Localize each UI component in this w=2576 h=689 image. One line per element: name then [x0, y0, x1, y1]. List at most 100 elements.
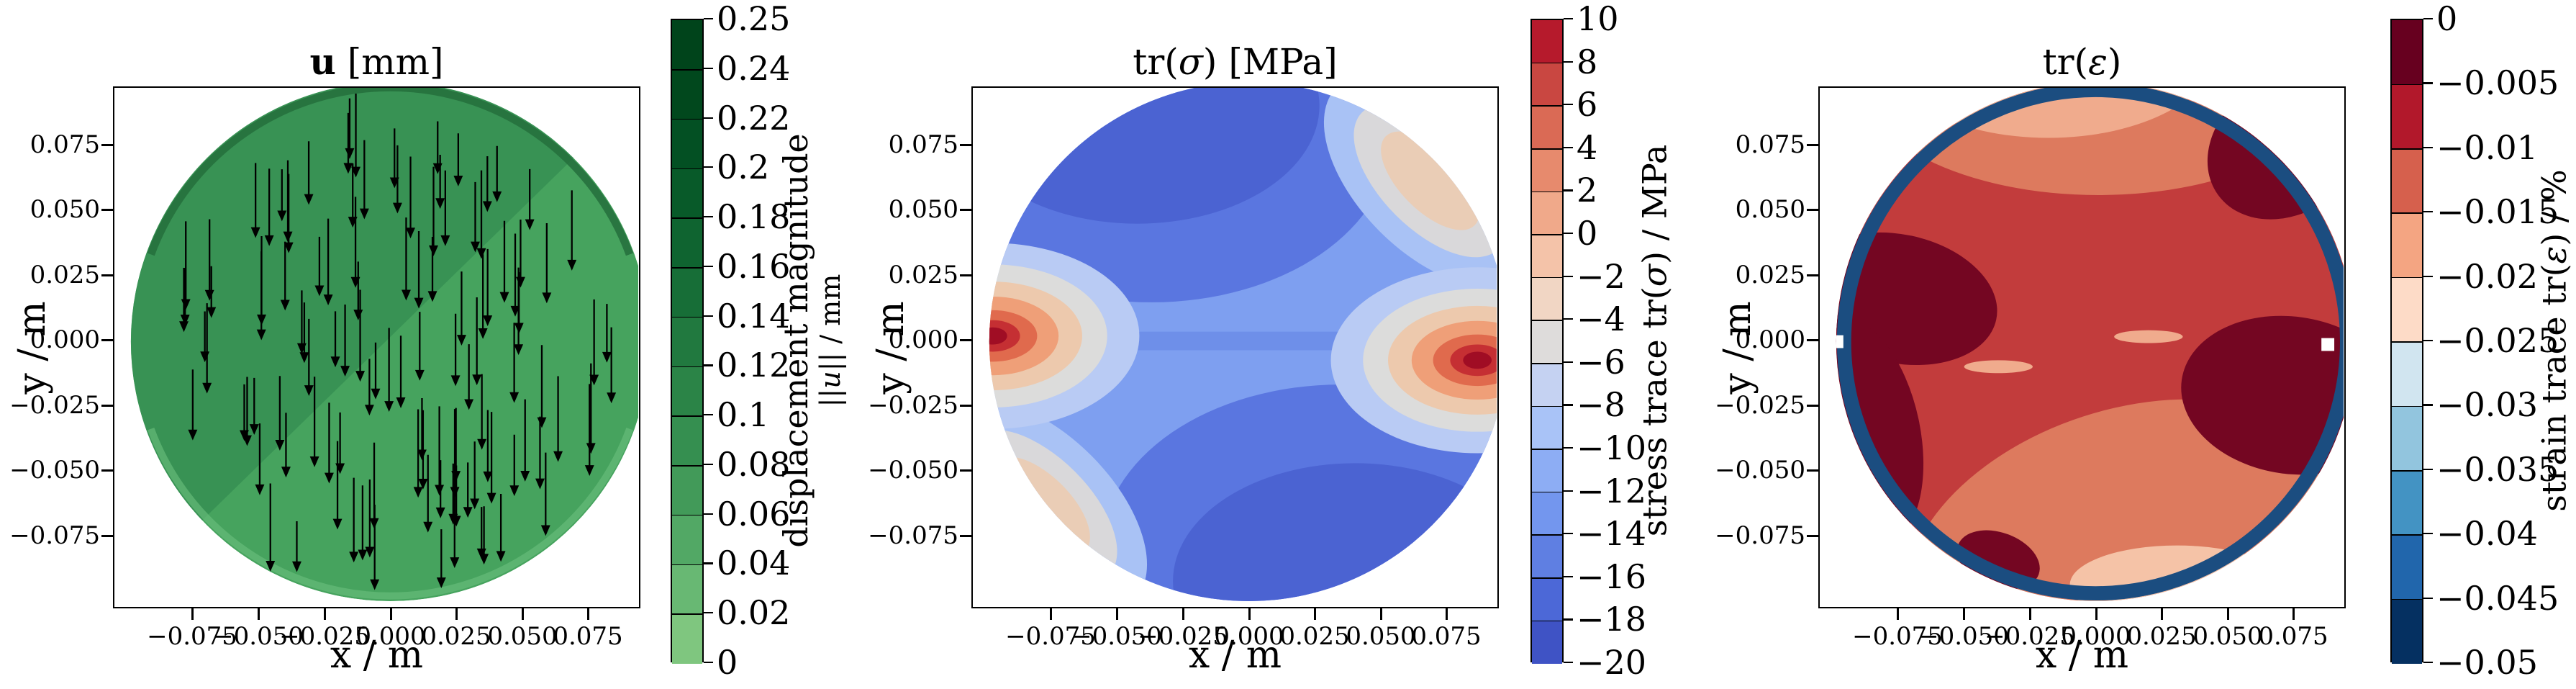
- quiver-arrow-head: [470, 498, 480, 510]
- quiver-arrow-head: [450, 375, 461, 387]
- x-tick-label: 0.000: [2061, 622, 2131, 651]
- colorbar-tick-mark: [1564, 189, 1573, 192]
- quiver-arrow-head: [324, 472, 334, 484]
- colorbar-tick-label: −10: [1577, 428, 1647, 467]
- x-tick-label: 0.075: [553, 622, 623, 651]
- colorbar-tick-label: 0.2: [717, 148, 770, 187]
- colorbar-displacement: 0.25 0.24 0.22 0.2 0.18 0.16 0.14 0.12 0.1 0.08 0.…: [671, 0, 872, 682]
- colorbar-tick-mark: [704, 414, 713, 416]
- quiver-arrow-head: [406, 228, 415, 239]
- colorbar-segment: [1532, 63, 1562, 107]
- colorbar-segment: [1532, 621, 1562, 664]
- colorbar-segment: [1532, 106, 1562, 149]
- y-tick-label: 0.025: [30, 261, 100, 289]
- colorbar-tick-label: 8: [1577, 42, 1598, 81]
- colorbar-tick-label: −4: [1577, 300, 1625, 339]
- quiver-arrow-head: [477, 438, 487, 450]
- colorbar-tick-mark: [1564, 104, 1573, 106]
- y-tick-mark: [1807, 274, 1820, 276]
- x-tick-mark: [1116, 607, 1118, 620]
- colorbar-boundary-line: [1532, 234, 1562, 235]
- colorbar-segment: [672, 416, 702, 466]
- colorbar-tick-mark: [704, 662, 713, 664]
- colorbar-tick-mark: [1564, 361, 1573, 363]
- colorbar-boundary-line: [2392, 148, 2422, 150]
- quiver-arrow-head: [281, 467, 291, 478]
- colorbar-tick-label: 0: [1577, 214, 1598, 253]
- quiver-arrow-head: [323, 294, 333, 306]
- colorbar-segment: [672, 119, 702, 169]
- quiver-arrow-head: [607, 392, 617, 404]
- quiver-arrow-head: [365, 546, 375, 558]
- colorbar-tick-label: −0.01: [2436, 127, 2538, 167]
- colorbar-boundary-line: [2392, 341, 2422, 343]
- colorbar-tick-label: −12: [1577, 471, 1647, 510]
- plot-title-strain: tr(ε): [2042, 41, 2122, 83]
- colorbar-segment: [672, 564, 702, 615]
- y-tick-mark: [960, 535, 973, 537]
- quiver-arrow-head: [417, 449, 427, 461]
- colorbar-tick-mark: [704, 463, 713, 466]
- colorbar-tick-mark: [704, 562, 713, 564]
- title-bold-part: u: [309, 40, 336, 83]
- colorbar-segment: [2392, 342, 2422, 407]
- strain-field: [1836, 88, 2344, 602]
- quiver-arrow-head: [463, 507, 473, 518]
- quiver-arrow-head: [453, 176, 463, 186]
- x-tick-mark: [1897, 607, 1899, 620]
- colorbar-boundary-line: [1532, 620, 1562, 622]
- colorbar-bar: [2390, 19, 2423, 664]
- colorbar-tick-mark: [2423, 275, 2433, 277]
- colorbar-tick-mark: [2423, 597, 2433, 599]
- quiver-arrow-head: [602, 351, 612, 363]
- quiver-arrow-head: [520, 471, 530, 482]
- quiver-arrows: [179, 93, 617, 590]
- quiver-arrow-head: [472, 374, 482, 386]
- displacement-field: [130, 88, 638, 602]
- y-tick-label: 0.075: [888, 130, 958, 159]
- colorbar-boundary-line: [1532, 363, 1562, 364]
- colorbar-boundary-line: [2392, 84, 2422, 86]
- colorbar-segment: [672, 465, 702, 515]
- y-tick-mark: [960, 144, 973, 146]
- y-tick-label: 0.050: [30, 195, 100, 224]
- colorbar-boundary-line: [1532, 405, 1562, 407]
- quiver-arrow-head: [304, 385, 314, 396]
- quiver-arrow-head: [355, 371, 365, 382]
- colorbar-boundary-line: [672, 613, 702, 615]
- quiver-arrow-head: [435, 198, 445, 210]
- tensile-hotspot-left: [989, 243, 1140, 429]
- quiver-arrow-head: [423, 521, 433, 533]
- colorbar-tick-label: −14: [1577, 514, 1647, 554]
- x-tick-label: 0.050: [2192, 622, 2263, 651]
- colorbar-segment: [1532, 20, 1562, 63]
- colorbar-segment: [2392, 213, 2422, 278]
- colorbar-tick-label: −0.015: [2436, 192, 2559, 232]
- x-tick-mark: [1248, 607, 1251, 620]
- quiver-arrow-head: [515, 276, 525, 288]
- colorbar-segment: [1532, 277, 1562, 321]
- stress-field: [989, 88, 1497, 602]
- quiver-arrow-head: [436, 577, 446, 589]
- quiver-arrow-head: [299, 352, 309, 364]
- colorbar-strain: 0 −0.005 −0.01 −0.015 −0.02 −0.025 −0.03 −0.035…: [2390, 0, 2576, 682]
- colorbar-tick-mark: [2423, 82, 2433, 84]
- y-tick-label: 0.025: [1735, 261, 1805, 289]
- colorbar-segment: [1532, 535, 1562, 578]
- colorbar-boundary-line: [1532, 276, 1562, 279]
- y-tick-label: −0.050: [9, 456, 100, 485]
- x-tick-label: −0.050: [1071, 622, 1162, 651]
- y-tick-mark: [101, 144, 114, 146]
- colorbar-tick-label: 0.24: [717, 48, 791, 88]
- colorbar-segment: [1532, 577, 1562, 621]
- y-tick-label: −0.075: [9, 521, 100, 550]
- disc-rim-top: [147, 88, 634, 256]
- colorbar-label-line1: displacement magnitude: [776, 133, 815, 548]
- colorbar-tick-mark: [2423, 468, 2433, 470]
- quiver-arrow-head: [264, 235, 274, 246]
- y-tick-label: 0.050: [888, 195, 958, 224]
- colorbar-boundary-line: [1532, 191, 1562, 193]
- y-tick-mark: [1807, 339, 1820, 341]
- colorbar-boundary-line: [1532, 577, 1562, 579]
